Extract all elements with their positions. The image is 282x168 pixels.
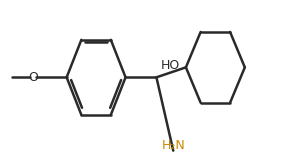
- Text: O: O: [28, 71, 38, 84]
- Text: HO: HO: [161, 59, 180, 72]
- Text: H₂N: H₂N: [161, 139, 185, 152]
